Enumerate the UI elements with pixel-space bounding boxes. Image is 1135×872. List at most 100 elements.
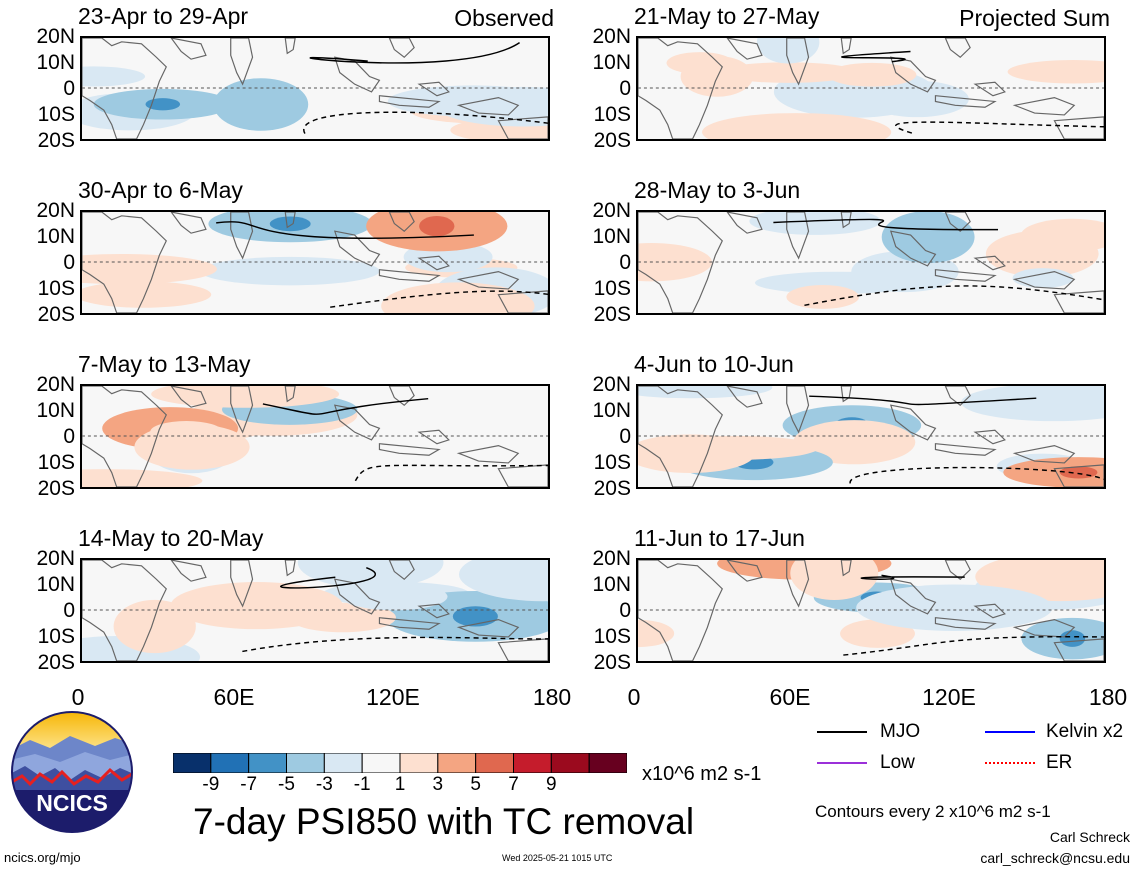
coastline — [456, 619, 520, 638]
coastline — [284, 212, 296, 229]
colorbar-swatch — [210, 753, 250, 773]
positive-anomaly — [381, 282, 535, 313]
coastline — [973, 429, 1006, 445]
lat-label: 10N — [592, 399, 631, 422]
negative-anomaly — [82, 66, 146, 87]
lat-label: 20S — [593, 303, 631, 326]
coastline — [726, 212, 763, 234]
mjo-contour — [262, 397, 429, 415]
lat-label: 20S — [37, 129, 75, 152]
lon-label-60e-right: 60E — [769, 684, 811, 710]
lat-label: 10S — [593, 451, 631, 474]
colorbar-tick-label: -9 — [202, 774, 220, 795]
negative-anomaly — [1059, 630, 1086, 647]
coastline — [1053, 464, 1104, 487]
coastline — [726, 38, 763, 60]
lat-label: 20N — [592, 25, 631, 48]
colorbar-tick-label: 3 — [432, 774, 444, 795]
coastline — [170, 38, 207, 60]
coastline — [170, 212, 207, 234]
coastline — [889, 578, 937, 615]
colorbar-swatch — [550, 753, 590, 773]
negative-anomaly — [199, 256, 380, 286]
coastline — [497, 116, 548, 139]
lat-label: 10S — [37, 103, 75, 126]
coastline — [889, 230, 937, 267]
lon-label-180-left: 180 — [532, 684, 572, 710]
panel-tag: Projected Sum — [959, 5, 1110, 31]
logo-text: NCICS — [36, 790, 108, 816]
panel-title: 11-Jun to 17-Jun — [634, 525, 805, 551]
coastline — [638, 38, 723, 139]
colorbar-tick-label: -1 — [353, 774, 371, 795]
colorbar-swatch — [361, 753, 401, 773]
panel-title: 30-Apr to 6-May — [78, 177, 243, 203]
map-panel — [636, 210, 1106, 315]
map-panel — [80, 36, 550, 141]
lat-label: 10S — [37, 277, 75, 300]
mjo-contour — [309, 42, 521, 64]
lat-label: 20S — [37, 303, 75, 326]
positive-anomaly — [786, 285, 859, 309]
coastline — [417, 81, 450, 97]
coastline — [284, 386, 296, 403]
coastline — [1053, 638, 1104, 661]
lon-label-0-left: 0 — [71, 684, 85, 710]
coastline — [934, 443, 997, 456]
positive-anomaly — [840, 619, 915, 648]
positive-anomaly — [150, 421, 223, 442]
panel-title: 14-May to 20-May — [78, 525, 264, 551]
positive-anomaly — [1007, 60, 1104, 84]
coastline — [1012, 97, 1076, 116]
map-panel — [80, 558, 550, 663]
lat-label: 10N — [36, 399, 75, 422]
footer-url[interactable]: ncics.org/mjo — [4, 850, 81, 865]
coastline — [840, 212, 852, 229]
coastline — [786, 560, 810, 608]
colorbar — [173, 753, 627, 773]
colorbar-swatch — [475, 753, 514, 773]
negative-anomaly — [749, 212, 881, 235]
negative-anomaly — [638, 386, 773, 399]
coastline — [82, 38, 167, 139]
coastline — [230, 386, 254, 434]
legend-mjo-label: MJO — [880, 721, 921, 742]
lat-label: 20S — [593, 477, 631, 500]
mjo-contour — [354, 464, 548, 482]
coastline — [1053, 116, 1104, 139]
mjo-contour — [843, 636, 1104, 656]
coastline — [456, 97, 520, 116]
map-panel — [80, 384, 550, 489]
mjo-contour — [242, 636, 548, 653]
coastline — [456, 445, 520, 464]
coastline — [497, 464, 548, 487]
lat-label: 0 — [63, 77, 75, 100]
coastline — [170, 560, 207, 582]
colorbar-swatch — [437, 753, 477, 773]
positive-anomaly — [790, 560, 879, 601]
footer-timestamp: Wed 2025-05-21 1015 UTC — [502, 853, 613, 863]
positive-anomaly — [82, 253, 217, 285]
lat-label: 20N — [592, 199, 631, 222]
colorbar-swatch — [588, 753, 627, 773]
lat-label: 10N — [36, 573, 75, 596]
lon-label-120e-right: 120E — [922, 684, 976, 710]
coastline — [944, 386, 971, 407]
mjo-contour — [216, 221, 474, 239]
coastline — [82, 212, 167, 313]
map-panel — [636, 384, 1106, 489]
lat-label: 20N — [36, 373, 75, 396]
coastline — [889, 404, 937, 441]
lat-label: 0 — [619, 425, 631, 448]
mjo-contour — [841, 50, 911, 63]
mjo-contour — [773, 218, 999, 231]
negative-anomaly — [452, 606, 498, 627]
coastline — [333, 578, 381, 615]
coastline — [726, 386, 763, 408]
negative-anomaly — [756, 38, 820, 64]
lat-label: 10S — [593, 625, 631, 648]
mjo-contour — [303, 111, 548, 134]
coastline — [82, 386, 167, 487]
negative-anomaly — [269, 216, 311, 232]
positive-anomaly — [638, 434, 755, 473]
